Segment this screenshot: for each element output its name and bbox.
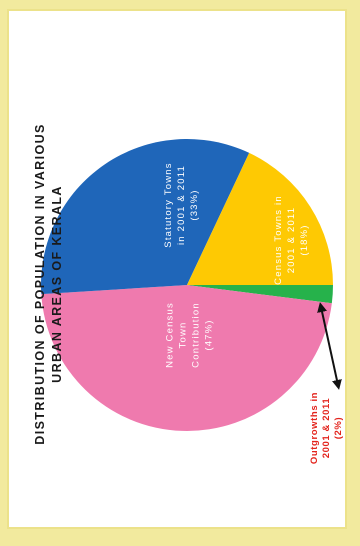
- outgrowths-label-line: 2001 & 2011: [321, 398, 332, 459]
- slice-label-line: Statutory Towns: [163, 162, 174, 247]
- chart-title-line-2: URBAN AREAS OF KERALA: [50, 185, 64, 383]
- slice-label-line: (47%): [204, 319, 215, 350]
- chart-title: DISTRIBUTION OF POPULATION IN VARIOUS UR…: [33, 123, 64, 444]
- outgrowths-arrow: [317, 302, 342, 390]
- outgrowths-label-line: Outgrowths in: [309, 392, 320, 464]
- slice-label-1: Census Towns in 2001 & 2011 (18%): [273, 195, 310, 285]
- pie-slices: [41, 139, 333, 431]
- slice-label-line: Town: [178, 322, 189, 349]
- slice-label-0: Statutory Towns in 2001 & 2011 (33%): [163, 162, 200, 247]
- pie-slice-census-towns-in-2001-2011: [187, 152, 333, 285]
- slice-label-line: Census Towns in: [273, 195, 284, 285]
- outgrowths-label-line: (2%): [333, 417, 344, 439]
- pie-slice-statutory-towns-in-2001-2011: [41, 139, 250, 295]
- chart-title-line-1: DISTRIBUTION OF POPULATION IN VARIOUS: [33, 123, 47, 444]
- pie-slice-new-census-town-contribution: [41, 285, 332, 431]
- slice-label-line: New Census: [165, 302, 176, 368]
- slice-labels: Statutory Towns in 2001 & 2011 (33%) Census…: [163, 162, 344, 464]
- slice-label-3: New Census Town Contribution (47%): [165, 302, 215, 368]
- slice-label-line: 2001 & 2011: [286, 207, 297, 273]
- pie-slice-outgrowths-in-2001-2011: [187, 285, 333, 304]
- outgrowths-label: Outgrowths in 2001 & 2011 (2%): [309, 392, 344, 464]
- slice-label-line: in 2001 & 2011: [176, 165, 187, 245]
- slice-label-line: (33%): [189, 189, 200, 220]
- slice-label-line: (18%): [299, 224, 310, 255]
- slice-label-line: Contribution: [191, 302, 202, 368]
